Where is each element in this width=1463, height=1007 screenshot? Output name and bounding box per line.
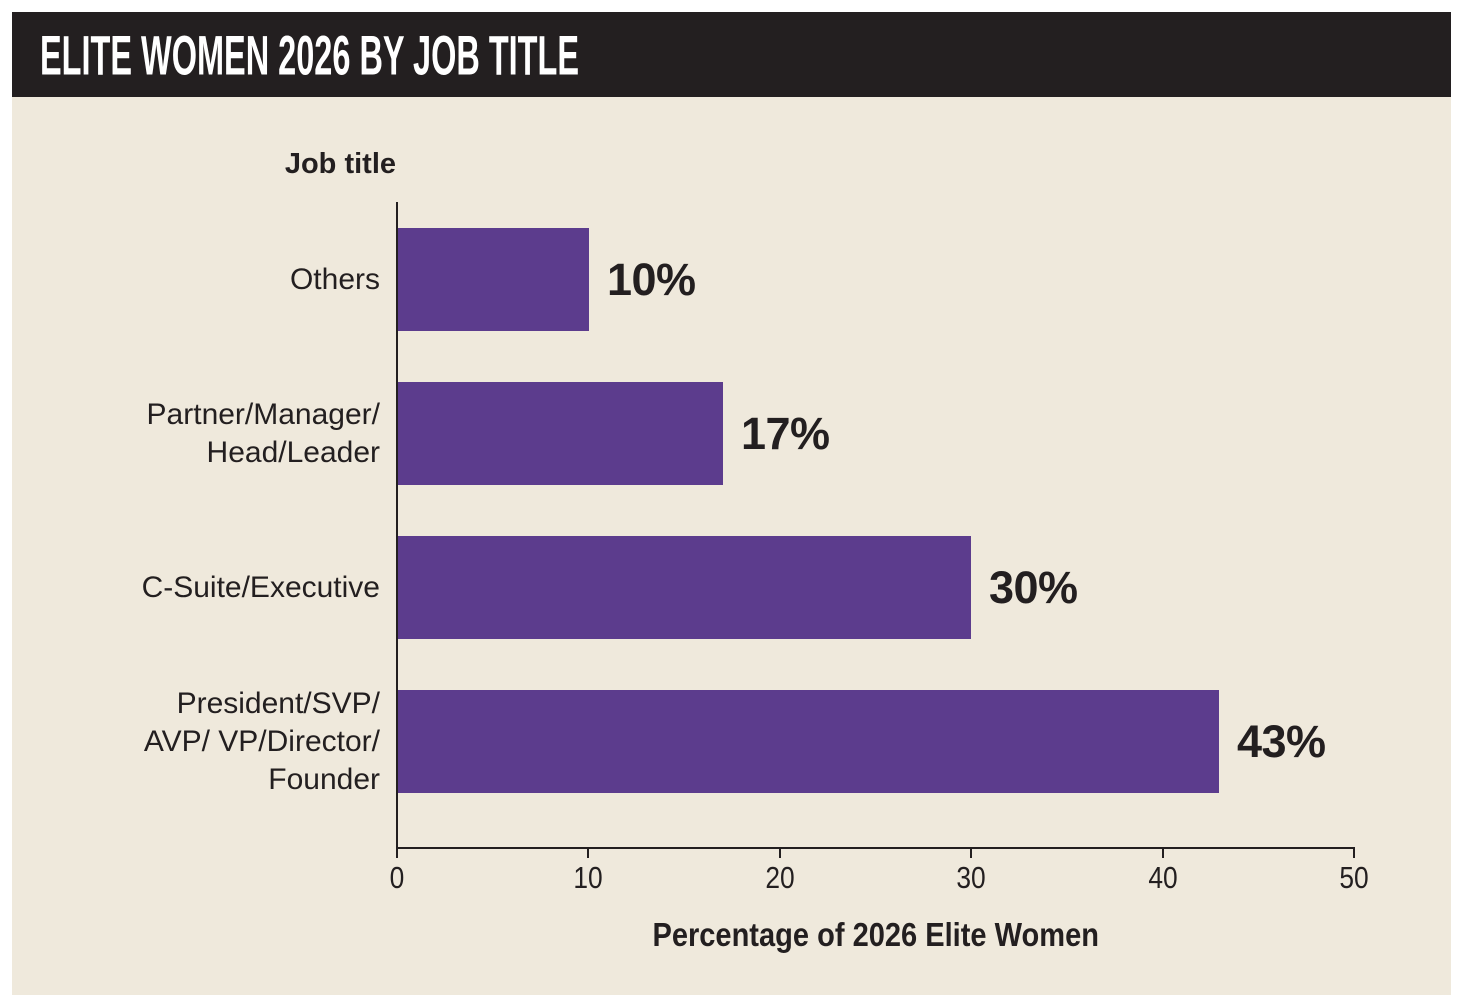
category-label-line: AVP/ VP/Director/	[143, 724, 380, 758]
x-tick	[1353, 849, 1355, 858]
category-label-line: Founder	[268, 762, 380, 796]
x-tick	[587, 849, 589, 858]
x-tick-label: 0	[389, 860, 405, 895]
category-label-line: Head/Leader	[206, 435, 380, 469]
category-label-line: C-Suite/Executive	[141, 570, 380, 604]
category-label-line: President/SVP/	[176, 686, 380, 720]
x-tick-label: 10	[573, 860, 603, 895]
y-axis-line	[396, 202, 398, 849]
bar	[398, 382, 723, 485]
value-label: 10%	[607, 253, 696, 305]
value-label: 43%	[1237, 715, 1326, 767]
x-tick	[396, 849, 398, 858]
x-axis-line	[396, 847, 1355, 849]
y-axis-title: Job title	[284, 148, 396, 180]
value-label: 30%	[989, 561, 1078, 613]
x-axis-title-text: Percentage of 2026 Elite Women	[652, 916, 1099, 953]
x-tick-label: 30	[956, 860, 986, 895]
x-tick-label: 50	[1339, 860, 1369, 895]
x-tick-label: 20	[765, 860, 795, 895]
x-axis-title: Percentage of 2026 Elite Women	[396, 916, 1355, 954]
category-label: President/SVP/AVP/ VP/Director/Founder	[144, 685, 380, 799]
value-label: 17%	[741, 407, 830, 459]
category-label: C-Suite/Executive	[142, 569, 380, 607]
x-tick-label: 40	[1148, 860, 1178, 895]
category-label: Others	[290, 261, 380, 299]
category-label: Partner/Manager/Head/Leader	[147, 396, 380, 472]
bar	[398, 536, 971, 639]
chart-title: ELITE WOMEN 2026 BY JOB TITLE	[40, 23, 580, 86]
bar	[398, 690, 1219, 793]
bar	[398, 228, 589, 331]
category-label-line: Others	[289, 262, 380, 296]
chart-header: ELITE WOMEN 2026 BY JOB TITLE	[12, 12, 1451, 97]
category-label-line: Partner/Manager/	[146, 397, 380, 431]
x-tick	[1162, 849, 1164, 858]
x-tick	[970, 849, 972, 858]
x-tick	[779, 849, 781, 858]
